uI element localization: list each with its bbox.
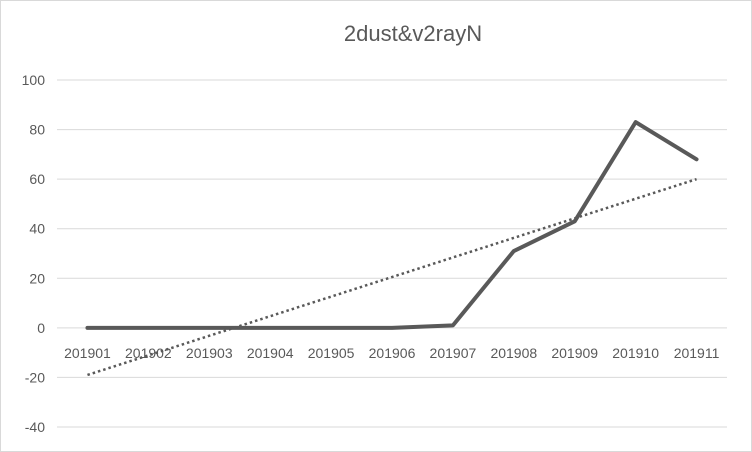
x-tick-label: 201911 xyxy=(674,345,720,361)
x-tick-label: 201907 xyxy=(430,345,477,361)
x-tick-label: 201908 xyxy=(490,345,537,361)
x-tick-label: 201901 xyxy=(64,345,111,361)
data-point xyxy=(513,250,515,252)
x-tick-label: 201903 xyxy=(186,345,233,361)
x-tick-label: 201909 xyxy=(551,345,598,361)
chart-title: 2dust&v2rayN xyxy=(344,21,482,46)
y-tick-label: 20 xyxy=(29,270,45,286)
data-point xyxy=(635,121,637,123)
data-point xyxy=(330,327,332,329)
y-tick-label: 100 xyxy=(22,72,46,88)
data-point xyxy=(147,327,149,329)
data-point xyxy=(208,327,210,329)
y-tick-label: 80 xyxy=(29,122,45,138)
x-tick-label: 201910 xyxy=(612,345,659,361)
y-tick-label: 40 xyxy=(29,221,45,237)
data-point xyxy=(452,324,454,326)
trendline-layer xyxy=(87,177,697,377)
trendline xyxy=(87,177,697,377)
x-axis-ticks: 201901 201902 201903 201904 201905 201906 2019… xyxy=(64,345,719,361)
data-point xyxy=(574,220,576,222)
gridlines xyxy=(57,79,727,428)
series-line xyxy=(85,120,699,330)
y-tick-label: -20 xyxy=(25,369,45,385)
data-point xyxy=(269,327,271,329)
y-tick-label: -40 xyxy=(25,419,45,435)
x-tick-label: 201904 xyxy=(247,345,294,361)
series-layer xyxy=(85,120,699,330)
x-tick-label: 201905 xyxy=(308,345,355,361)
data-point xyxy=(696,158,698,160)
y-tick-label: 60 xyxy=(29,171,45,187)
x-tick-label: 201902 xyxy=(125,345,172,361)
y-axis-ticks: -40 -20 0 20 40 60 80 100 xyxy=(22,72,46,435)
data-point xyxy=(391,327,393,329)
x-tick-label: 201906 xyxy=(369,345,416,361)
y-tick-label: 0 xyxy=(37,320,45,336)
data-point xyxy=(86,327,88,329)
